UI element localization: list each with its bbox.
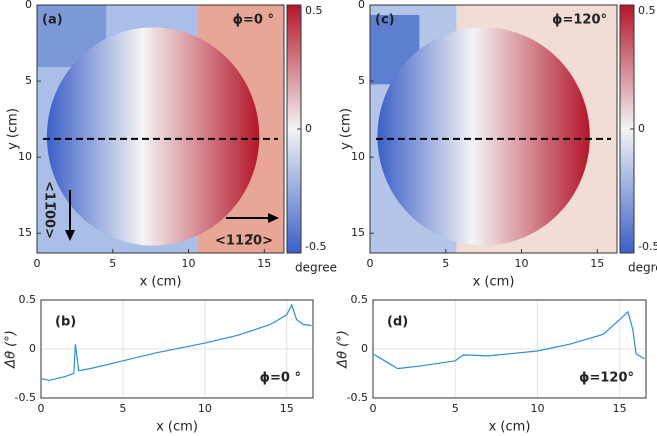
arrow-label: <11̅00>	[42, 181, 57, 239]
colorbar-tick-label: 0	[305, 122, 312, 135]
x-tick-label: 15	[280, 402, 294, 415]
x-tick-label: 10	[182, 257, 196, 270]
axes-frame	[40, 299, 314, 399]
x-tick-label: 10	[530, 402, 544, 415]
y-axis-label: Δθ (°)	[336, 330, 351, 369]
colorbar-label: degree	[295, 261, 337, 275]
colorbar-tick-label: -0.5	[305, 240, 326, 253]
x-axis-label: x (cm)	[473, 275, 515, 290]
y-tick-label: 0	[361, 342, 368, 355]
x-tick-label: 5	[442, 257, 449, 270]
y-tick-label: 5	[25, 74, 32, 87]
y-axis-label: y (cm)	[339, 108, 354, 150]
x-tick-label: 5	[119, 402, 126, 415]
x-tick-label: 15	[590, 257, 604, 270]
colorbar-tick-label: 0	[638, 122, 645, 135]
panel-annotation: ϕ=120°	[552, 13, 607, 28]
x-tick-label: 10	[198, 402, 212, 415]
y-tick-label: -0.5	[15, 391, 36, 404]
y-tick-label: 5	[358, 74, 365, 87]
axes-frame	[36, 4, 285, 254]
y-tick-label: -0.5	[347, 391, 368, 404]
x-tick-label: 5	[109, 257, 116, 270]
wafer	[46, 27, 260, 246]
wafer	[377, 27, 590, 246]
arrow-head	[65, 230, 75, 241]
panel-label: (c)	[375, 13, 395, 28]
panel-annotation: ϕ=0 °	[233, 13, 274, 28]
panel-annotation: ϕ=0 °	[260, 371, 301, 386]
y-tick-label: 10	[351, 150, 365, 163]
x-tick-label: 5	[452, 402, 459, 415]
axes-frame	[372, 299, 647, 399]
y-tick-label: 15	[18, 226, 32, 239]
x-tick-label: 15	[613, 402, 627, 415]
colorbar-tick-label: 0.5	[638, 4, 656, 17]
y-tick-label: 0	[25, 0, 32, 11]
x-tick-label: 15	[257, 257, 271, 270]
x-axis-label: x (cm)	[140, 275, 182, 290]
x-axis-label: x (cm)	[489, 420, 531, 435]
y-tick-label: 0.5	[19, 293, 37, 306]
y-tick-label: 10	[18, 150, 32, 163]
arrow-label: <112̅0>	[215, 234, 273, 249]
colorbar-tick-label: -0.5	[638, 240, 657, 253]
x-tick-label: 0	[367, 257, 374, 270]
y-tick-label: 0.5	[351, 293, 369, 306]
data-line	[40, 303, 312, 382]
y-axis-label: y (cm)	[6, 108, 21, 150]
x-tick-label: 0	[38, 402, 45, 415]
x-tick-label: 0	[34, 257, 41, 270]
y-tick-label: 0	[29, 342, 36, 355]
panel-label: (a)	[42, 13, 63, 28]
panel-label: (b)	[55, 315, 76, 330]
colorbar-label: degree	[628, 261, 657, 275]
x-axis-label: x (cm)	[156, 420, 198, 435]
y-axis-label: Δθ (°)	[4, 330, 19, 369]
arrow-head	[268, 213, 279, 223]
axes-frame	[369, 4, 618, 254]
y-tick-label: 0	[358, 0, 365, 11]
data-line	[372, 310, 645, 370]
x-tick-label: 10	[515, 257, 529, 270]
y-tick-label: 15	[351, 226, 365, 239]
x-tick-label: 0	[370, 402, 377, 415]
colorbar-tick-label: 0.5	[305, 4, 323, 17]
panel-label: (d)	[387, 315, 408, 330]
panel-annotation: ϕ=120°	[579, 371, 634, 386]
